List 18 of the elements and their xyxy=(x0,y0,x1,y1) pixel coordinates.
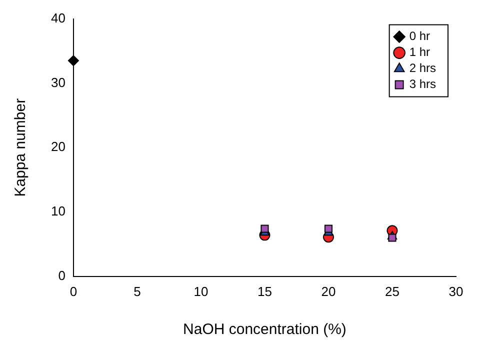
legend-label: 2 hrs xyxy=(409,61,436,76)
legend-label: 1 hr xyxy=(409,45,430,60)
x-tick-label: 15 xyxy=(257,284,272,299)
legend-label: 3 hrs xyxy=(409,77,436,92)
x-axis-title: NaOH concentration (%) xyxy=(183,321,346,338)
y-tick-label: 0 xyxy=(58,268,66,283)
x-tick-label: 10 xyxy=(194,284,208,299)
x-tick-label: 0 xyxy=(70,284,78,299)
y-tick-label: 10 xyxy=(50,204,66,219)
y-tick-label: 30 xyxy=(50,74,66,90)
x-tick-label: 25 xyxy=(385,284,400,299)
x-tick-label: 5 xyxy=(134,284,141,299)
x-tick-label: 30 xyxy=(448,284,464,299)
y-axis-title: Kappa number xyxy=(12,98,30,197)
y-tick-label: 20 xyxy=(50,139,66,154)
legend-label: 0 hr xyxy=(409,29,430,44)
y-tick-label: 40 xyxy=(50,10,66,26)
x-tick-label: 20 xyxy=(321,284,336,299)
